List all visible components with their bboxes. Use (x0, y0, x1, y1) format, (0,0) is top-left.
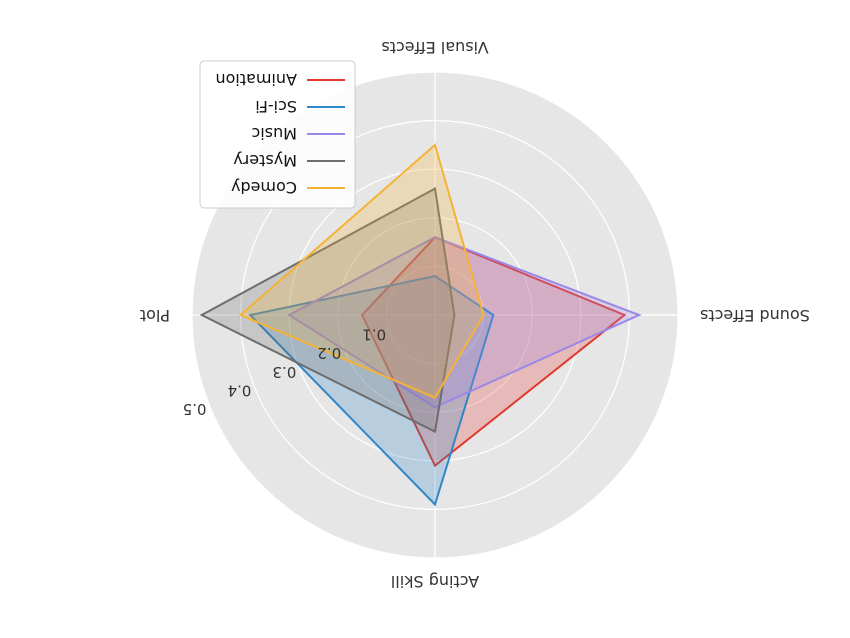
series-line (238, 143, 485, 399)
radial-tick-label: 0.5 (183, 400, 207, 418)
series-area (289, 237, 640, 408)
chart-canvas: 0.1 0.2 0.3 0.4 0.5 Plot Acting Skill Sound Eff… (140, 38, 810, 591)
series-area (362, 237, 625, 466)
axis-label: Sound Effects (700, 306, 810, 325)
radial-tick-label: 0.3 (272, 363, 296, 381)
labels: 0.1 0.2 0.3 0.4 0.5 Plot Acting Skill Sound Eff… (140, 38, 810, 591)
axis-label: Acting Skill (391, 572, 479, 591)
series-line (360, 236, 627, 468)
legend-label: Comedy (231, 178, 297, 197)
radial-tick-label: 0.1 (362, 326, 386, 344)
legend-label: Animation (215, 70, 297, 89)
legend-label: Sci-Fi (255, 97, 297, 116)
legend-label: Music (251, 124, 297, 143)
series-area (201, 188, 455, 432)
radial-tick-label: 0.2 (317, 344, 341, 362)
legend: Comedy Mystery Music Sci-Fi Animation (199, 60, 356, 209)
legend-box (199, 60, 356, 209)
series-layer (199, 143, 642, 507)
legend-label: Mystery (233, 151, 297, 170)
series-area (250, 276, 494, 505)
series-line (199, 187, 456, 434)
axis-label: Visual Effects (381, 38, 488, 57)
radial-tick-label: 0.4 (228, 381, 252, 399)
axis-label: Plot (140, 306, 170, 325)
series-area (240, 144, 484, 398)
series-line (248, 275, 495, 507)
